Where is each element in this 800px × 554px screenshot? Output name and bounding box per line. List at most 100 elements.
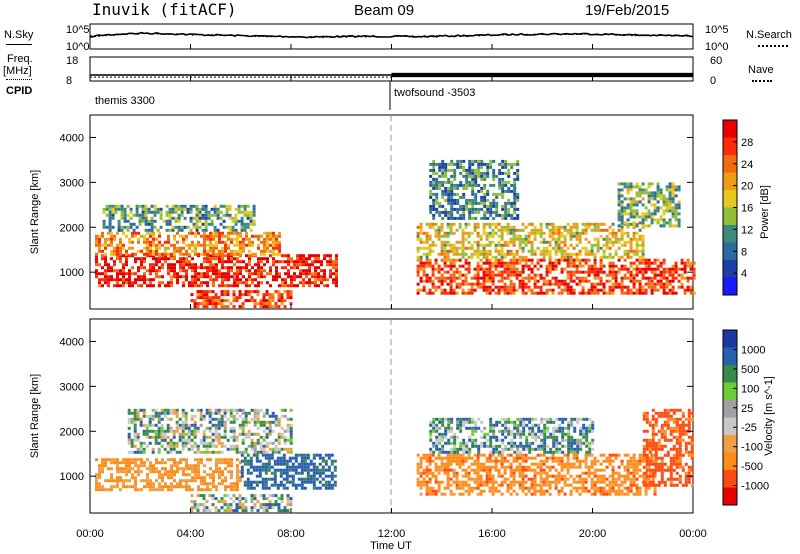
power-cell-530 [326, 263, 329, 267]
power-cell-2192 [503, 228, 507, 232]
power-cell-1743 [596, 270, 600, 274]
velocity-cell-739 [181, 444, 185, 448]
power-cell-1 [95, 257, 98, 261]
velocity-cell-1041 [289, 417, 293, 421]
velocity-cell-1070 [205, 506, 209, 510]
power-cell-2933 [629, 188, 633, 192]
velocity-cell-230 [197, 467, 200, 471]
power-cell-350 [245, 281, 248, 285]
velocity-cell-1439 [506, 477, 510, 481]
velocity-cell-646 [154, 411, 158, 415]
power-cell-801 [242, 237, 245, 241]
power-cell-765 [221, 252, 224, 256]
velocity-cell-982 [265, 426, 269, 430]
velocity-cell-353 [252, 468, 256, 472]
velocity-cell-81 [131, 461, 134, 465]
velocity-cell-675 [163, 408, 167, 412]
freq-tick-left-top: 18 [66, 55, 78, 67]
velocity-cell-1233 [437, 456, 441, 460]
power-cell-1904 [659, 264, 663, 268]
power-cell-1014 [180, 225, 184, 229]
power-cell-736 [209, 237, 212, 241]
power-cell-1107 [234, 216, 238, 220]
power-cell-481 [305, 281, 308, 285]
nave-tick-right-top: 60 [710, 55, 722, 67]
velocity-cell-640 [151, 423, 155, 427]
power-cell-283 [218, 275, 221, 279]
power-cell-927 [135, 204, 139, 208]
power-cell-996 [171, 228, 175, 232]
velocity-cell-152 [161, 488, 164, 492]
power-cell-1276 [289, 296, 293, 300]
power-cell-1974 [686, 288, 690, 292]
velocity-cell-419 [279, 468, 283, 472]
velocity-cell-1260 [446, 468, 450, 472]
velocity-cell-23 [104, 461, 107, 465]
power-cell-1140 [249, 228, 253, 232]
power-cell-903 [120, 210, 124, 214]
power-cell-1332 [437, 276, 441, 280]
power-cell-2787 [492, 159, 496, 163]
power-cell-321 [233, 275, 236, 279]
power-cell-157 [167, 266, 170, 270]
velocity-cell-1078 [214, 506, 218, 510]
power-cell-744 [212, 243, 215, 247]
velocity-cell-182 [176, 464, 179, 468]
velocity-cell-1762 [617, 492, 621, 496]
power-cell-1792 [614, 285, 618, 289]
power-cell-2522 [429, 183, 433, 187]
power-cell-2098 [464, 222, 468, 226]
power-cell-21 [104, 263, 107, 267]
power-cell-2703 [471, 180, 475, 184]
power-cell-1066 [207, 222, 211, 226]
power-cell-1536 [512, 285, 516, 289]
power-cell-3032 [662, 203, 666, 207]
velocity-cell-620 [142, 441, 146, 445]
power-cell-1208 [232, 305, 236, 309]
velocity-cell-953 [256, 414, 260, 418]
power-cell-2177 [497, 240, 501, 244]
velocity-cell-1557 [545, 471, 549, 475]
power-cell-1148 [190, 299, 194, 303]
velocity-cell-325 [240, 465, 244, 469]
power-cell-1837 [635, 267, 639, 271]
power-cell-1121 [240, 228, 244, 232]
power-cell-1233 [256, 302, 260, 306]
power-cell-1787 [614, 270, 618, 274]
power-cell-2007 [425, 222, 429, 226]
velocity-cell-134 [155, 467, 158, 471]
power-cell-2215 [512, 234, 516, 238]
velocity-cell-1811 [635, 459, 639, 463]
power-cell-177 [173, 275, 176, 279]
velocity-cell-1351 [476, 471, 480, 475]
power-cell-2881 [516, 168, 520, 172]
velocity-cell-194 [182, 467, 185, 471]
power-cell-1858 [641, 285, 645, 289]
power-cell-473 [302, 281, 305, 285]
velocity-cell-797 [202, 438, 206, 442]
power-cell-1523 [509, 273, 513, 277]
velocity-cell-1018 [277, 447, 281, 451]
power-cell-2196 [503, 255, 507, 259]
velocity-cell-819 [208, 450, 212, 454]
power-cell-2896 [617, 200, 621, 204]
velocity-cell-1526 [536, 462, 540, 466]
velocity-cell-931 [247, 435, 251, 439]
velocity-cell-1214 [428, 489, 432, 493]
power-cell-1955 [680, 261, 684, 265]
power-cell-823 [257, 246, 260, 250]
velocity-cell-1263 [446, 477, 450, 481]
power-cell-1125 [243, 213, 247, 217]
power-cell-1839 [635, 273, 639, 277]
power-cell-780 [230, 249, 233, 253]
velocity-cell-652 [154, 438, 158, 442]
power-cell-13 [101, 257, 104, 261]
power-cell-1968 [686, 258, 690, 262]
power-cell-3016 [656, 200, 660, 204]
power-cell-1054 [204, 204, 208, 208]
velocity-cell-55 [119, 476, 122, 480]
velocity-cell-1374 [482, 489, 486, 493]
power-cell-327 [236, 266, 239, 270]
velocity-cell-1829 [638, 492, 642, 496]
power-cell-1830 [632, 276, 636, 280]
